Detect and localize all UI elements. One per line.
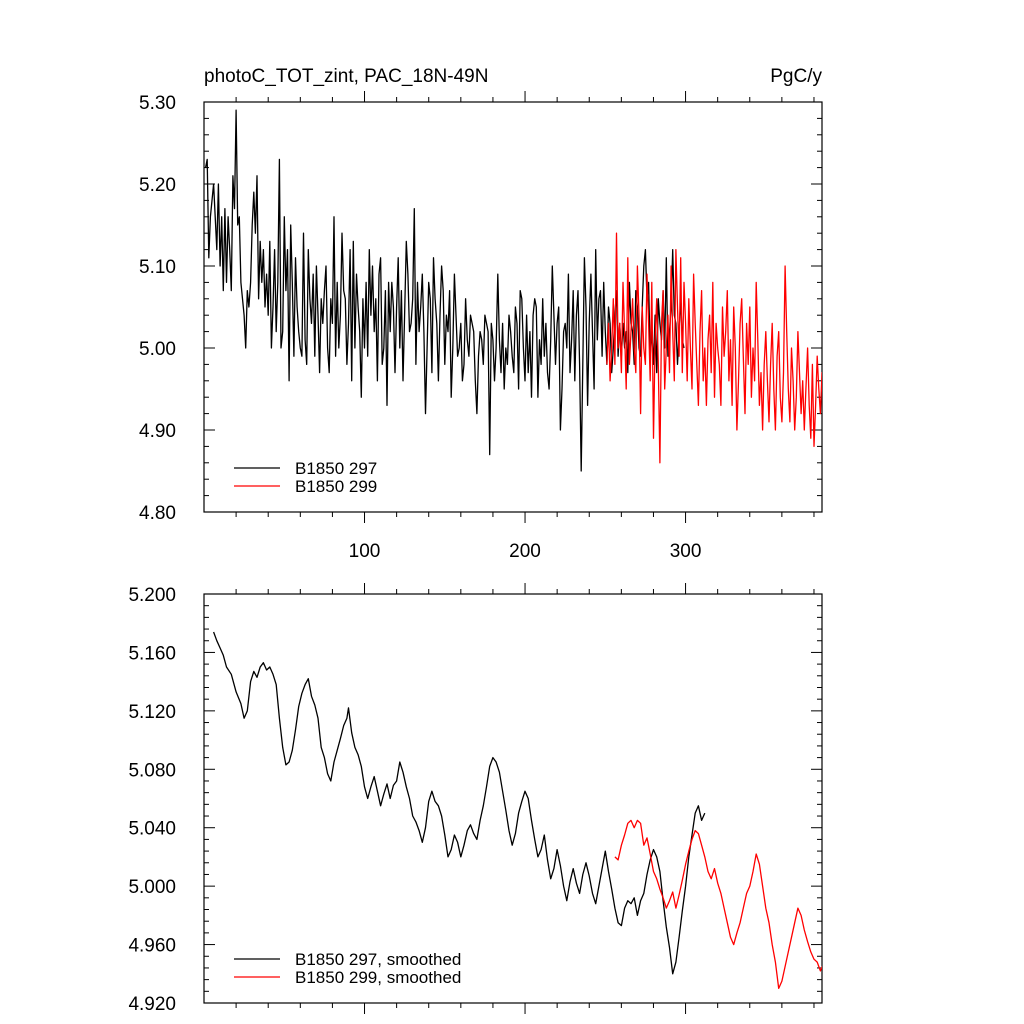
y-tick-label: 5.000 bbox=[128, 877, 176, 898]
y-tick-label: 5.00 bbox=[139, 339, 176, 360]
legend-label: B1850 297 bbox=[295, 459, 377, 478]
top-series-299 bbox=[606, 232, 822, 464]
top-series-297 bbox=[204, 109, 685, 472]
y-tick-label: 5.120 bbox=[128, 702, 176, 723]
y-tick-label: 4.960 bbox=[128, 936, 176, 957]
bottom-series-297 bbox=[212, 631, 706, 975]
legend-label: B1850 299 bbox=[295, 477, 377, 496]
top-plot-frame bbox=[203, 101, 823, 513]
units-label: PgC/y bbox=[770, 66, 822, 87]
y-tick-label: 5.10 bbox=[139, 257, 176, 278]
x-tick-label: 100 bbox=[349, 541, 381, 562]
x-tick-label: 200 bbox=[509, 541, 541, 562]
top-panel: 4.80 4.90 5.00 5.10 5.20 5.30 100 200 300 B1850 2… bbox=[139, 91, 823, 562]
legend-label: B1850 297, smoothed bbox=[295, 950, 461, 969]
bottom-series-299 bbox=[614, 819, 822, 990]
y-tick-label: 5.20 bbox=[139, 175, 176, 196]
y-tick-label: 4.80 bbox=[139, 503, 176, 524]
legend-label: B1850 299, smoothed bbox=[295, 968, 461, 987]
y-tick-label: 4.920 bbox=[128, 994, 176, 1015]
bottom-panel: 4.920 4.960 5.000 5.040 5.080 5.120 5.160 5.200… bbox=[128, 583, 823, 1015]
bottom-plot-frame bbox=[203, 593, 823, 1004]
chart-title: photoC_TOT_zint, PAC_18N-49N bbox=[204, 66, 488, 87]
y-tick-label: 5.200 bbox=[128, 585, 176, 606]
y-tick-label: 5.30 bbox=[139, 93, 176, 114]
y-tick-label: 5.040 bbox=[128, 819, 176, 840]
y-tick-label: 4.90 bbox=[139, 421, 176, 442]
y-tick-label: 5.080 bbox=[128, 760, 176, 781]
x-tick-label: 300 bbox=[670, 541, 702, 562]
y-tick-label: 5.160 bbox=[128, 643, 176, 664]
